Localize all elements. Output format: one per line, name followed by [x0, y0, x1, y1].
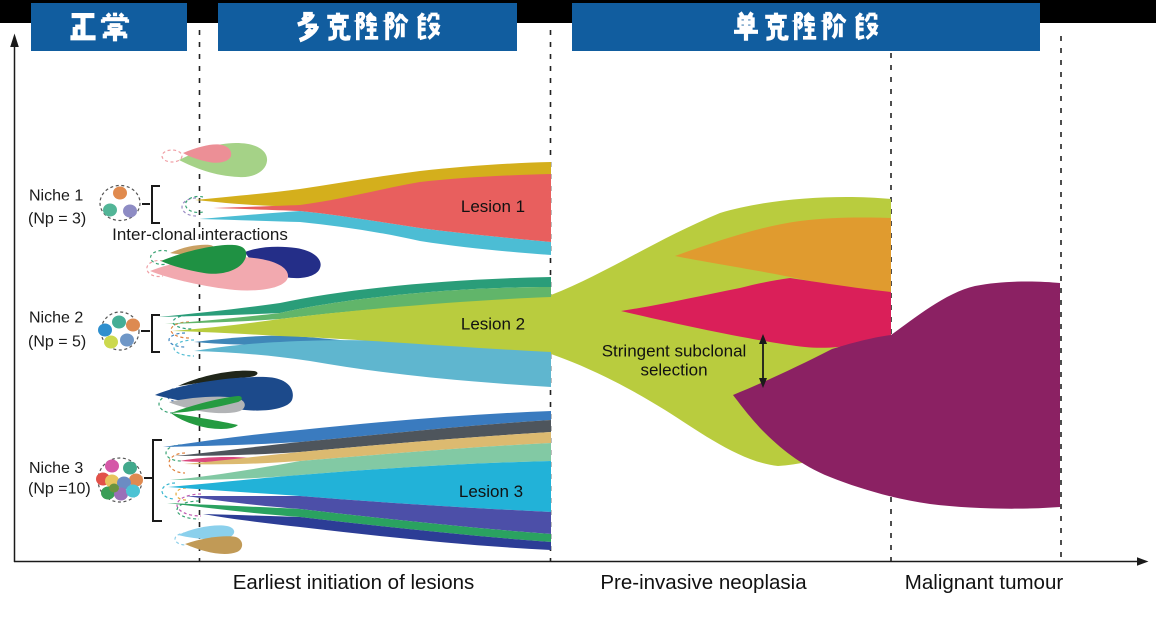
svg-text:Lesion 1: Lesion 1 — [461, 197, 525, 216]
svg-text:(Np =10): (Np =10) — [28, 481, 91, 498]
svg-text:Lesion 2: Lesion 2 — [461, 315, 525, 334]
svg-text:Inter-clonal interactions: Inter-clonal interactions — [112, 225, 288, 244]
svg-text:(Np = 5): (Np = 5) — [28, 334, 86, 351]
svg-text:(Np = 3): (Np = 3) — [28, 211, 86, 228]
svg-text:Niche 2: Niche 2 — [29, 310, 83, 327]
svg-text:selection: selection — [640, 361, 707, 380]
svg-text:Lesion 3: Lesion 3 — [459, 482, 523, 501]
svg-text:Pre-invasive neoplasia: Pre-invasive neoplasia — [600, 571, 807, 594]
svg-text:Stringent subclonal: Stringent subclonal — [602, 342, 747, 361]
svg-text:Malignant tumour: Malignant tumour — [905, 571, 1064, 594]
svg-text:Niche 1: Niche 1 — [29, 188, 83, 205]
svg-text:Niche 3: Niche 3 — [29, 460, 83, 477]
svg-text:Earliest initiation of lesions: Earliest initiation of lesions — [233, 571, 475, 594]
